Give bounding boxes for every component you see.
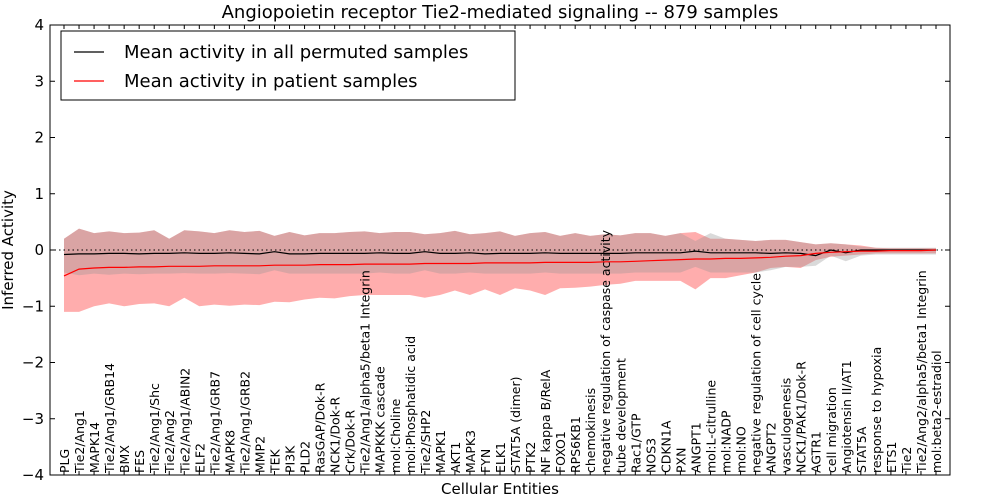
- x-axis-label: Cellular Entities: [441, 480, 559, 498]
- x-tick-label: AGTR1: [809, 431, 824, 473]
- y-tick-label: 1: [34, 185, 44, 203]
- y-tick-label: −2: [22, 354, 44, 372]
- x-tick-label: Tie2/Ang1: [72, 410, 87, 474]
- x-tick-label: BMX: [117, 445, 132, 473]
- x-tick-label: STAT5A (dimer): [508, 377, 523, 473]
- x-tick-label: Tie2/Ang1/alpha5/beta1 Integrin: [358, 270, 373, 474]
- x-tick-label: vasculogenesis: [779, 378, 794, 473]
- x-tick-label: ELF2: [192, 443, 207, 473]
- x-tick-label: PTK2: [523, 442, 538, 473]
- x-tick-label: PXN: [673, 448, 688, 473]
- x-tick-label: cell migration: [824, 387, 839, 473]
- x-tick-label: Tie2/Ang1/GRB14: [102, 363, 117, 474]
- y-tick-label: 4: [34, 16, 44, 34]
- x-tick-label: negative regulation of cell cycle: [749, 273, 764, 473]
- y-tick-label: −3: [22, 410, 44, 428]
- legend-box: [60, 30, 516, 101]
- x-tick-label: mol:NO: [734, 426, 749, 473]
- x-tick-label: FYN: [478, 449, 493, 473]
- x-tick-label: Tie2/Ang1/GRB7: [207, 371, 222, 474]
- series-line-permuted: [63, 249, 936, 257]
- x-tick-label: Tie2/Ang1/Shc: [147, 383, 162, 474]
- x-tick-label: MMP2: [252, 436, 267, 473]
- x-tick-label: ANGPT2: [764, 422, 779, 473]
- series-line-patient: [63, 249, 937, 277]
- x-tick-label: MAPK3: [463, 430, 478, 473]
- x-tick-label: MAPK14: [87, 422, 102, 473]
- band-patient: [64, 228, 936, 312]
- x-tick-label: MAPKKK cascade: [373, 366, 388, 473]
- x-tick-label: MAPK8: [222, 430, 237, 473]
- x-tick-label: PLG: [57, 449, 72, 473]
- x-tick-label: mol:NADP: [719, 410, 734, 473]
- chart-title: Angiopoietin receptor Tie2-mediated sign…: [222, 2, 779, 23]
- x-tick-label: CDKN1A: [658, 420, 673, 473]
- x-tick-label: FOXO1: [553, 431, 568, 473]
- x-tick-label: ETS1: [884, 442, 899, 473]
- legend: Mean activity in all permuted samples Mea…: [60, 30, 516, 101]
- x-tick-label: response to hypoxia: [869, 347, 884, 473]
- x-tick-label: STAT5A: [854, 426, 869, 473]
- y-tick-label: −4: [22, 466, 44, 484]
- legend-label-permuted: Mean activity in all permuted samples: [124, 42, 468, 63]
- x-tick-label: PI3K: [283, 445, 298, 473]
- x-tick-label: Tie2/SHP2: [418, 410, 433, 474]
- x-tick-label: AKT1: [448, 442, 463, 473]
- x-tick-label: NOS3: [643, 438, 658, 473]
- x-tick-label: Angiotensin II/AT1: [839, 360, 854, 473]
- x-tick-label: mol:Choline: [388, 398, 403, 473]
- x-tick-label: NCK1/Dok-R: [328, 397, 343, 473]
- x-tick-label: chemokinesis: [583, 388, 598, 473]
- x-tick-label: negative regulation of caspase activity: [598, 229, 613, 473]
- x-tick-label: RPS6KB1: [568, 416, 583, 473]
- x-tick-label: Tie2/Ang2/alpha5/beta1 Integrin: [914, 270, 929, 474]
- x-tick-label: mol:L-citrulline: [703, 380, 718, 473]
- x-tick-label: Tie2: [899, 447, 914, 474]
- x-tick-label: ELK1: [493, 442, 508, 473]
- x-tick-label: ANGPT1: [688, 422, 703, 473]
- x-tick-label: Crk/Dok-R: [343, 410, 358, 473]
- plot-area: [50, 228, 950, 312]
- x-tick-label: NF kappa B/RelA: [538, 369, 553, 473]
- x-tick-label: FES: [132, 450, 147, 473]
- y-axis-label: Inferred Activity: [0, 190, 17, 310]
- x-tick-label: Rac1/GTP: [628, 413, 643, 473]
- x-tick-label: TEK: [267, 448, 282, 474]
- y-tick-label: 2: [34, 129, 44, 147]
- x-tick-label: tube development: [613, 358, 628, 473]
- y-tick-label: 0: [34, 241, 44, 259]
- legend-label-patient: Mean activity in patient samples: [124, 71, 418, 92]
- x-tick-label: Tie2/Ang1/ABIN2: [177, 368, 192, 474]
- y-tick-label: −1: [22, 297, 44, 315]
- x-tick-label: mol:Phosphatidic acid: [403, 336, 418, 473]
- x-tick-label: RasGAP/Dok-R: [313, 382, 328, 473]
- x-tick-label: Tie2/Ang1/GRB2: [237, 371, 252, 474]
- x-tick-label: NCK1/PAK1/Dok-R: [794, 361, 809, 473]
- y-tick-label: 3: [34, 72, 44, 90]
- x-tick-label: PLD2: [298, 441, 313, 473]
- x-tick-label: Tie2/Ang2: [162, 410, 177, 474]
- x-tick-label: mol:beta2-estradiol: [929, 350, 944, 473]
- x-tick-label: MAPK1: [433, 430, 448, 473]
- band-permuted: [64, 228, 936, 276]
